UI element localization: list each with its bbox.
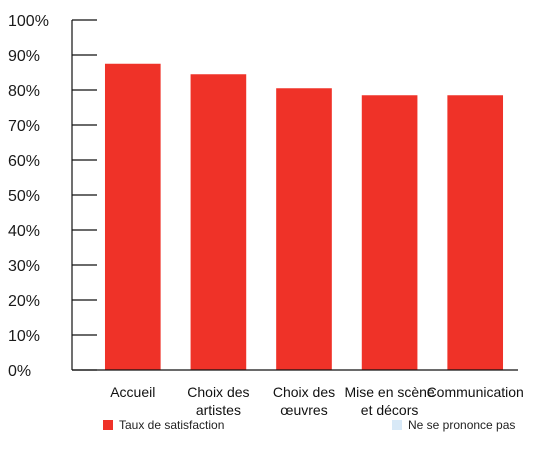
x-category-label: Mise en scène et décors <box>344 384 434 418</box>
bar-0-1 <box>190 74 247 370</box>
x-category-label: Communication <box>427 384 524 400</box>
legend-label-satisfaction: Taux de satisfaction <box>119 418 224 432</box>
bar-0-0 <box>104 63 161 370</box>
y-tick-label: 80% <box>8 83 40 100</box>
y-tick-label: 40% <box>8 223 40 240</box>
x-category-label: Accueil <box>110 384 155 400</box>
y-tick-label: 10% <box>8 328 40 345</box>
legend-label-no-opinion: Ne se prononce pas <box>408 418 515 432</box>
y-tick-label: 20% <box>8 293 40 310</box>
bar-0-3 <box>361 95 418 370</box>
x-category-label: Choix des œuvres <box>273 384 335 418</box>
legend: Taux de satisfaction Ne se prononce pas <box>103 418 515 432</box>
bars <box>104 63 504 370</box>
y-tick-label: 70% <box>8 118 40 135</box>
category-labels: Accueil Choix des artistes Choix des œuvres M… <box>110 384 524 418</box>
bar-0-4 <box>447 95 504 370</box>
y-axis: 0% 10% 20% 30% 40% 50% 60% 70% 80% 90% 100% <box>8 13 97 380</box>
y-tick-label: 30% <box>8 258 40 275</box>
legend-swatch-satisfaction <box>103 420 113 430</box>
bar-0-2 <box>276 88 332 370</box>
y-tick-label: 100% <box>8 13 49 30</box>
y-tick-label: 0% <box>8 363 31 380</box>
y-tick-label: 90% <box>8 48 40 65</box>
y-tick-label: 50% <box>8 188 40 205</box>
legend-swatch-no-opinion <box>392 420 402 430</box>
x-category-label: Choix des artistes <box>187 384 249 418</box>
y-tick-label: 60% <box>8 153 40 170</box>
